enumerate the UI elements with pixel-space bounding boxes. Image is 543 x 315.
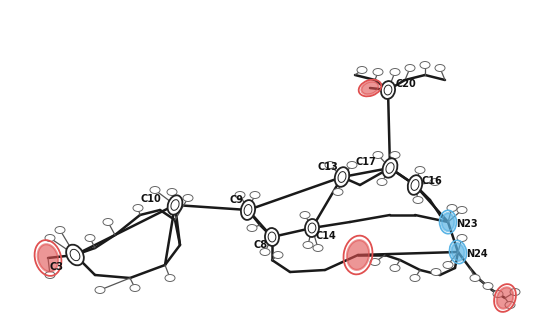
Ellipse shape	[313, 244, 323, 251]
Ellipse shape	[457, 207, 467, 214]
Ellipse shape	[361, 82, 378, 94]
Ellipse shape	[338, 172, 346, 182]
Ellipse shape	[308, 223, 316, 233]
Ellipse shape	[241, 200, 255, 220]
Ellipse shape	[130, 284, 140, 291]
Ellipse shape	[45, 234, 55, 242]
Ellipse shape	[431, 268, 441, 276]
Ellipse shape	[244, 204, 252, 215]
Ellipse shape	[381, 81, 395, 99]
Ellipse shape	[483, 283, 493, 289]
Ellipse shape	[410, 274, 420, 282]
Ellipse shape	[335, 167, 349, 187]
Ellipse shape	[373, 68, 383, 76]
Ellipse shape	[235, 192, 245, 198]
Ellipse shape	[165, 274, 175, 282]
Ellipse shape	[420, 61, 430, 68]
Ellipse shape	[386, 163, 394, 173]
Text: N23: N23	[456, 219, 478, 229]
Ellipse shape	[103, 219, 113, 226]
Ellipse shape	[505, 301, 515, 308]
Ellipse shape	[183, 194, 193, 202]
Ellipse shape	[384, 85, 392, 95]
Text: C16: C16	[421, 176, 442, 186]
Ellipse shape	[265, 228, 279, 246]
Text: C3: C3	[49, 262, 63, 272]
Ellipse shape	[66, 245, 84, 265]
Ellipse shape	[133, 204, 143, 211]
Ellipse shape	[347, 240, 369, 270]
Text: C10: C10	[140, 194, 161, 204]
Ellipse shape	[383, 158, 397, 178]
Ellipse shape	[447, 204, 457, 211]
Ellipse shape	[347, 162, 357, 169]
Ellipse shape	[413, 197, 423, 203]
Ellipse shape	[443, 261, 453, 268]
Ellipse shape	[451, 243, 465, 261]
Text: N24: N24	[466, 249, 488, 259]
Ellipse shape	[37, 244, 58, 272]
Ellipse shape	[415, 167, 425, 174]
Ellipse shape	[357, 66, 367, 73]
Ellipse shape	[325, 162, 335, 169]
Ellipse shape	[377, 179, 387, 186]
Ellipse shape	[390, 152, 400, 158]
Ellipse shape	[510, 289, 520, 295]
Ellipse shape	[457, 234, 467, 242]
Ellipse shape	[435, 65, 445, 72]
Ellipse shape	[408, 175, 422, 195]
Ellipse shape	[430, 179, 440, 186]
Ellipse shape	[167, 188, 177, 196]
Ellipse shape	[85, 234, 95, 242]
Text: C14: C14	[316, 231, 337, 241]
Ellipse shape	[171, 200, 179, 210]
Ellipse shape	[493, 290, 503, 297]
Ellipse shape	[390, 68, 400, 76]
Ellipse shape	[268, 232, 276, 242]
Ellipse shape	[305, 219, 319, 237]
Ellipse shape	[45, 272, 55, 278]
Ellipse shape	[95, 287, 105, 294]
Ellipse shape	[303, 242, 313, 249]
Ellipse shape	[150, 186, 160, 193]
Ellipse shape	[470, 274, 480, 282]
Ellipse shape	[247, 225, 257, 232]
Ellipse shape	[405, 65, 415, 72]
Ellipse shape	[333, 188, 343, 196]
Text: C20: C20	[396, 79, 416, 89]
Ellipse shape	[70, 249, 80, 261]
Ellipse shape	[260, 249, 270, 255]
Ellipse shape	[250, 192, 260, 198]
Ellipse shape	[411, 180, 419, 190]
Ellipse shape	[373, 152, 383, 158]
Ellipse shape	[497, 287, 513, 309]
Ellipse shape	[273, 251, 283, 259]
Ellipse shape	[370, 259, 380, 266]
Text: C9: C9	[230, 195, 244, 205]
Ellipse shape	[168, 195, 182, 215]
Ellipse shape	[441, 213, 454, 231]
Text: C17: C17	[355, 157, 376, 167]
Text: C8: C8	[254, 240, 268, 250]
Ellipse shape	[390, 265, 400, 272]
Ellipse shape	[300, 211, 310, 219]
Text: C13: C13	[317, 162, 338, 172]
Ellipse shape	[55, 226, 65, 233]
